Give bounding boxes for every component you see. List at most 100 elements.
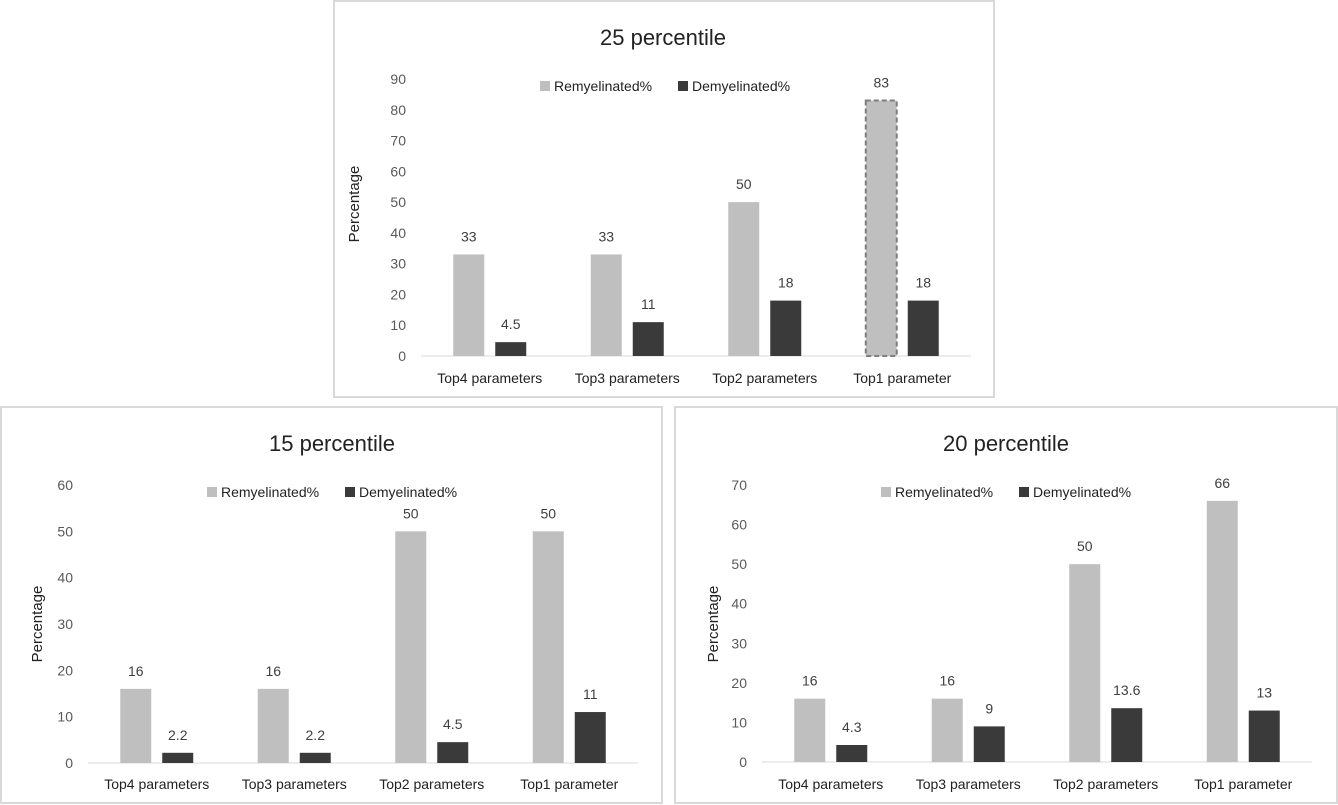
y-tick-label: 20 — [731, 675, 747, 691]
data-label: 13 — [1256, 685, 1272, 701]
data-label: 33 — [461, 228, 477, 244]
data-label: 11 — [641, 296, 656, 312]
bar-demyelinated — [632, 322, 664, 356]
bar-remyelinated — [1206, 500, 1238, 762]
x-category-label: Top4 parameters — [104, 776, 209, 792]
bar-remyelinated — [864, 99, 898, 357]
y-tick-label: 70 — [390, 133, 406, 149]
legend-label-demyelinated: Demyelinated% — [692, 78, 790, 94]
y-tick-label: 0 — [398, 348, 406, 364]
y-tick-label: 30 — [57, 616, 73, 632]
bar-demyelinated — [1248, 710, 1280, 762]
bar-remyelinated — [794, 698, 826, 762]
bar-remyelinated — [532, 531, 564, 763]
bar-demyelinated — [162, 752, 194, 763]
y-tick-label: 40 — [731, 596, 747, 612]
bar-remyelinated — [931, 698, 963, 762]
y-tick-label: 60 — [390, 163, 406, 179]
data-label: 2.2 — [306, 727, 326, 743]
bar-remyelinated — [395, 531, 427, 763]
bar-demyelinated — [1111, 708, 1143, 762]
bar-remyelinated — [120, 688, 152, 763]
chart-20-percentile: 20 percentile Percentage 0 10 20 30 40 50 60 70 To… — [705, 431, 1312, 792]
bar-demyelinated — [770, 300, 802, 356]
data-label: 16 — [265, 663, 281, 679]
y-tick-label: 0 — [739, 754, 747, 770]
y-tick-label: 10 — [57, 709, 73, 725]
data-label: 16 — [802, 673, 818, 689]
y-tick-label: 40 — [57, 570, 73, 586]
chart-15-percentile: 15 percentile Percentage 0 10 20 30 40 50 60 Top4… — [29, 431, 638, 792]
data-label: 4.3 — [842, 719, 862, 735]
data-label: 83 — [873, 75, 889, 91]
data-label: 50 — [403, 505, 419, 521]
bar-demyelinated — [907, 300, 939, 356]
x-category-label: Top3 parameters — [242, 776, 347, 792]
bar-remyelinated — [453, 254, 485, 356]
y-tick-label: 50 — [731, 556, 747, 572]
y-tick-label: 10 — [390, 317, 406, 333]
bar-remyelinated — [590, 254, 622, 356]
x-category-label: Top4 parameters — [778, 776, 883, 792]
legend-label-remyelinated: Remyelinated% — [221, 484, 319, 500]
y-tick-label: 60 — [731, 517, 747, 533]
y-tick-label: 20 — [57, 662, 73, 678]
y-axis-label: Percentage — [705, 586, 722, 663]
data-label: 9 — [985, 700, 993, 716]
data-label: 50 — [540, 505, 556, 521]
data-label: 16 — [128, 663, 144, 679]
y-tick-label: 60 — [57, 477, 73, 493]
data-label: 4.5 — [501, 316, 521, 332]
legend-label-demyelinated: Demyelinated% — [1033, 484, 1131, 500]
x-category-label: Top1 parameter — [520, 776, 618, 792]
y-tick-label: 30 — [731, 635, 747, 651]
legend-swatch-remyelinated — [881, 487, 891, 497]
legend-swatch-remyelinated — [207, 487, 217, 497]
data-label: 11 — [583, 686, 598, 702]
y-tick-label: 0 — [65, 755, 73, 771]
chart-panel-20-percentile: 20 percentile Percentage 0 10 20 30 40 50 60 70 To… — [674, 406, 1338, 804]
bar-demyelinated — [574, 712, 606, 763]
legend-label-remyelinated: Remyelinated% — [895, 484, 993, 500]
bar-demyelinated — [299, 752, 331, 763]
bar-demyelinated — [437, 742, 469, 763]
legend-swatch-demyelinated — [1019, 487, 1029, 497]
legend-label-remyelinated: Remyelinated% — [554, 78, 652, 94]
y-tick-label: 80 — [390, 102, 406, 118]
data-label: 66 — [1214, 475, 1230, 491]
bar-demyelinated — [836, 744, 868, 762]
x-category-label: Top1 parameter — [853, 370, 951, 386]
bar-demyelinated — [973, 726, 1005, 762]
y-axis-label: Percentage — [29, 586, 46, 663]
y-tick-label: 90 — [390, 71, 406, 87]
y-tick-label: 10 — [731, 714, 747, 730]
bar-remyelinated — [257, 688, 289, 763]
data-label: 50 — [1077, 538, 1093, 554]
bar-remyelinated — [1069, 564, 1101, 762]
legend-swatch-remyelinated — [540, 81, 550, 91]
y-tick-label: 50 — [390, 194, 406, 210]
x-category-label: Top1 parameter — [1194, 776, 1292, 792]
data-label: 33 — [598, 228, 614, 244]
x-category-label: Top2 parameters — [1053, 776, 1158, 792]
x-category-label: Top4 parameters — [437, 370, 542, 386]
x-category-label: Top3 parameters — [916, 776, 1021, 792]
legend-label-demyelinated: Demyelinated% — [359, 484, 457, 500]
chart-panel-25-percentile: 25 percentile Percentage 0 10 20 30 40 50 60 70 80… — [333, 0, 995, 398]
chart-panel-15-percentile: 15 percentile Percentage 0 10 20 30 40 50 60 Top4… — [0, 406, 663, 804]
x-category-label: Top2 parameters — [379, 776, 484, 792]
y-tick-label: 70 — [731, 477, 747, 493]
y-tick-label: 20 — [390, 286, 406, 302]
chart-title: 25 percentile — [600, 25, 726, 50]
data-label: 18 — [778, 275, 794, 291]
chart-title: 15 percentile — [269, 431, 395, 456]
x-category-label: Top3 parameters — [575, 370, 680, 386]
data-label: 16 — [939, 673, 955, 689]
legend-swatch-demyelinated — [678, 81, 688, 91]
y-tick-label: 40 — [390, 225, 406, 241]
data-label: 18 — [915, 275, 931, 291]
data-label: 13.6 — [1113, 682, 1140, 698]
data-label: 2.2 — [168, 727, 188, 743]
bar-demyelinated — [495, 342, 527, 356]
y-tick-label: 50 — [57, 523, 73, 539]
